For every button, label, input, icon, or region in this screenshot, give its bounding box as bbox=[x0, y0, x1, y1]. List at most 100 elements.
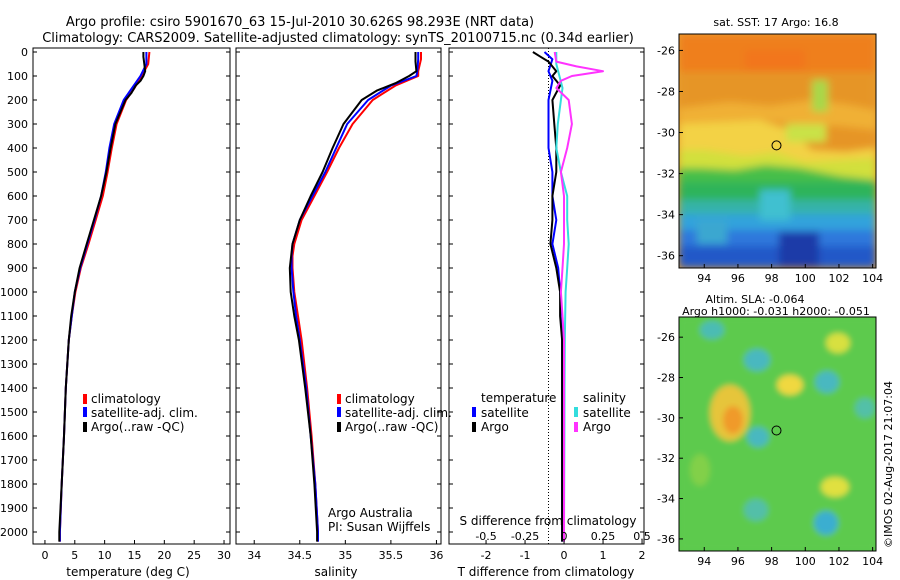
map-lat-tick-label: -32 bbox=[657, 452, 675, 465]
map-lon-tick-label: 100 bbox=[795, 272, 816, 285]
argo-position-marker bbox=[771, 140, 782, 151]
series-line-salinity-argo bbox=[553, 51, 604, 542]
argo-position-marker bbox=[771, 425, 782, 436]
sst-axes-box bbox=[678, 33, 877, 269]
depth-tick-label: 1400 bbox=[0, 382, 28, 395]
legend-label-temp-satellite: satellite bbox=[481, 406, 529, 420]
s-diff-tick-label: 0 bbox=[561, 530, 568, 543]
temperature-series bbox=[58, 51, 151, 542]
legend-swatch-temp-satellite bbox=[472, 407, 476, 417]
legend-swatch-sal-argo bbox=[574, 422, 578, 432]
depth-tick-label: 200 bbox=[7, 94, 28, 107]
temperature-tick-label: 10 bbox=[98, 549, 112, 562]
map-lon-tick-label: 102 bbox=[828, 272, 849, 285]
series-line-argo-raw-qc- bbox=[58, 52, 147, 542]
sla-heatmap bbox=[679, 317, 876, 551]
s-diff-tick-label: 0.25 bbox=[591, 530, 616, 543]
t-diff-tick-label: 2 bbox=[639, 549, 646, 562]
map-lat-tick-label: -30 bbox=[657, 412, 675, 425]
temperature-x-ticks: 0 5 10 15 20 25 30 bbox=[41, 540, 231, 562]
depth-tick-label: 1500 bbox=[0, 406, 28, 419]
legend-label-satellite: satellite-adj. clim. bbox=[91, 406, 198, 420]
depth-tick-label: 1700 bbox=[0, 454, 28, 467]
annotation-argo-australia: Argo Australia bbox=[328, 506, 413, 520]
depth-tick-label: 1100 bbox=[0, 310, 28, 323]
legend-label-argo: Argo(..raw -QC) bbox=[91, 420, 184, 434]
map-lat-tick-label: -26 bbox=[657, 331, 675, 344]
legend-label-climatology: climatology bbox=[91, 392, 161, 406]
map-lat-tick-label: -32 bbox=[657, 168, 675, 181]
map-lon-tick-label: 104 bbox=[862, 272, 883, 285]
depth-tick-label: 100 bbox=[7, 70, 28, 83]
salinity-axes-box bbox=[235, 47, 442, 545]
difference-legend: temperature salinity satellite Argo sate… bbox=[472, 391, 631, 434]
t-difference-label: T difference from climatology bbox=[457, 565, 635, 579]
map-lon-tick-label: 104 bbox=[862, 555, 883, 568]
sst-heatmap bbox=[679, 34, 876, 268]
depth-tick-label: 1200 bbox=[0, 334, 28, 347]
legend-swatch-argo bbox=[337, 422, 341, 432]
map-lat-tick-label: -36 bbox=[657, 250, 675, 263]
salinity-series bbox=[288, 52, 422, 542]
map-lon-tick-label: 96 bbox=[731, 555, 745, 568]
salinity-x-ticks: 34 34.5 35 35.5 36 bbox=[247, 540, 443, 562]
salinity-panel: 34 34.5 35 35.5 36 climatology satellite-adj… bbox=[235, 47, 452, 579]
sla-map-title-1: Altim. SLA: -0.064 bbox=[705, 293, 804, 306]
annotation-pi: PI: Susan Wijffels bbox=[328, 520, 430, 534]
legend-label-sal-argo: Argo bbox=[583, 420, 611, 434]
temperature-tick-label: 20 bbox=[157, 549, 171, 562]
map-lon-tick-label: 94 bbox=[697, 272, 711, 285]
t-diff-tick-label: -1 bbox=[520, 549, 531, 562]
map-lon-tick-label: 100 bbox=[795, 555, 816, 568]
legend-swatch-climatology bbox=[337, 394, 341, 404]
map-lat-tick-label: -28 bbox=[657, 372, 675, 385]
series-line-argo-raw-qc- bbox=[288, 52, 418, 542]
sst-map-panel: sat. SST: 17 Argo: 16.8 bbox=[657, 16, 883, 285]
title-line-2: Climatology: CARS2009. Satellite-adjuste… bbox=[42, 31, 634, 46]
depth-tick-label: 1900 bbox=[0, 502, 28, 515]
sst-map-ticks: 94 96 98 100 102 104 -26 -28 -30 -32 -34 -36 bbox=[657, 44, 883, 285]
series-line-climatology bbox=[291, 52, 422, 542]
difference-panel: -0.5 -0.25 0 0.25 0.5 -2 -1 0 1 2 temperature sa… bbox=[448, 47, 651, 579]
s-diff-tick-label: -0.25 bbox=[511, 530, 539, 543]
s-diff-tick-label: 0.5 bbox=[633, 530, 651, 543]
legend-label-satellite: satellite-adj. clim. bbox=[345, 406, 452, 420]
temperature-tick-label: 15 bbox=[127, 549, 141, 562]
temperature-tick-label: 30 bbox=[217, 549, 231, 562]
depth-tick-label: 600 bbox=[7, 190, 28, 203]
salinity-tick-label: 36 bbox=[429, 549, 443, 562]
depth-ticks: 0 100 200 300 400 500 600 700 800 900 1000 1100 1200… bbox=[0, 46, 644, 539]
depth-tick-label: 0 bbox=[21, 46, 28, 59]
depth-tick-label: 1000 bbox=[0, 286, 28, 299]
salinity-tick-label: 34 bbox=[247, 549, 261, 562]
temperature-tick-label: 25 bbox=[187, 549, 201, 562]
salinity-legend: climatology satellite-adj. clim. Argo(..… bbox=[337, 392, 452, 434]
s-difference-label: S difference from climatology bbox=[460, 514, 637, 528]
legend-label-sal-satellite: satellite bbox=[583, 406, 631, 420]
depth-tick-label: 900 bbox=[7, 262, 28, 275]
t-diff-tick-label: -2 bbox=[481, 549, 492, 562]
legend-swatch-satellite bbox=[83, 407, 87, 417]
map-lat-tick-label: -28 bbox=[657, 85, 675, 98]
salinity-tick-label: 34.5 bbox=[288, 549, 313, 562]
legend-swatch-climatology bbox=[83, 394, 87, 404]
map-lon-tick-label: 98 bbox=[765, 272, 779, 285]
temperature-axes-box bbox=[32, 47, 231, 545]
depth-tick-label: 2000 bbox=[0, 526, 28, 539]
depth-tick-label: 1600 bbox=[0, 430, 28, 443]
legend-label-climatology: climatology bbox=[345, 392, 415, 406]
imos-watermark: ©IMOS 02-Aug-2017 21:07:04 bbox=[882, 381, 895, 548]
depth-tick-label: 1800 bbox=[0, 478, 28, 491]
map-lat-tick-label: -26 bbox=[657, 44, 675, 57]
temperature-diff-ticks: -2 -1 0 1 2 bbox=[481, 540, 646, 562]
map-lat-tick-label: -36 bbox=[657, 533, 675, 546]
depth-tick-label: 1300 bbox=[0, 358, 28, 371]
temperature-tick-label: 0 bbox=[41, 549, 48, 562]
t-diff-tick-label: 1 bbox=[600, 549, 607, 562]
salinity-tick-label: 35 bbox=[338, 549, 352, 562]
legend-title-salinity: salinity bbox=[583, 391, 626, 405]
difference-series bbox=[532, 51, 604, 542]
series-line-satellite-adj-clim- bbox=[58, 52, 148, 542]
depth-tick-label: 300 bbox=[7, 118, 28, 131]
depth-tick-label: 800 bbox=[7, 238, 28, 251]
